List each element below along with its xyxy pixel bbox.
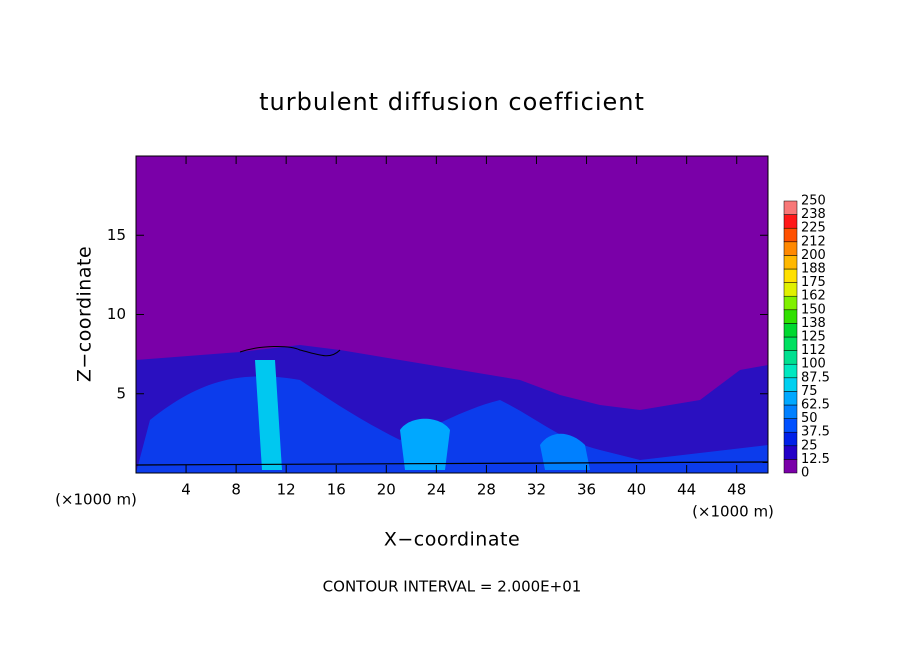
colorbar-label: 100	[801, 357, 826, 372]
colorbar-label: 212	[801, 234, 826, 249]
colorbar-label: 188	[801, 262, 826, 277]
x-tick-label: 28	[477, 481, 496, 499]
y-tick-label: 10	[107, 305, 126, 323]
contour-line	[239, 346, 341, 357]
colorbar-swatch	[783, 295, 798, 311]
x-unit-label: (×1000 m)	[55, 491, 137, 509]
x-tick-label: 8	[231, 481, 241, 499]
colorbar-label: 162	[801, 289, 826, 304]
x-tick-label: 32	[527, 481, 546, 499]
colorbar-label: 62.5	[801, 398, 830, 413]
colorbar-label: 50	[801, 411, 818, 426]
x-tick-label: 36	[577, 481, 596, 499]
y-tick-label: 5	[116, 384, 126, 402]
x-tick-label: 24	[427, 481, 446, 499]
colorbar-label: 125	[801, 330, 826, 345]
colorbar-swatch	[783, 241, 798, 256]
colorbar-swatch	[783, 459, 798, 474]
colorbar-label: 250	[801, 194, 826, 209]
x-tick-label: 48	[727, 481, 746, 499]
x-axis-label: X−coordinate	[384, 529, 520, 551]
colorbar-label: 0	[801, 466, 809, 481]
colorbar-swatch	[783, 255, 798, 270]
colorbar-label: 25	[801, 438, 818, 453]
colorbar-label: 12.5	[801, 452, 830, 467]
colorbar-label: 200	[801, 248, 826, 263]
colorbar-swatch	[783, 227, 798, 243]
y-tick-label: 15	[107, 226, 126, 244]
colorbar-swatch	[783, 282, 798, 297]
contour-note: CONTOUR INTERVAL = 2.000E+01	[323, 578, 582, 596]
colorbar-label: 138	[801, 316, 826, 331]
chart-title: turbulent diffusion coefficient	[259, 88, 645, 116]
x-tick-label: 40	[627, 481, 646, 499]
colorbar-swatch	[783, 391, 798, 406]
x-tick-label: 4	[181, 481, 191, 499]
colorbar-swatch	[783, 323, 798, 338]
colorbar-swatch	[783, 350, 798, 365]
colorbar-label: 150	[801, 302, 826, 317]
colorbar-label: 175	[801, 275, 826, 290]
x-unit-label: (×1000 m)	[692, 503, 774, 521]
colorbar-swatch	[783, 363, 798, 379]
contour-line	[135, 461, 769, 466]
colorbar-label: 225	[801, 221, 826, 236]
field	[135, 156, 769, 473]
colorbar-swatch	[783, 431, 798, 447]
colorbar-label: 75	[801, 384, 818, 399]
colorbar-swatch	[783, 418, 798, 433]
colorbar-swatch	[783, 336, 798, 351]
colorbar-swatch	[783, 309, 798, 324]
y-axis-label: Z−coordinate	[74, 246, 96, 382]
colorbar-swatch	[783, 377, 798, 392]
colorbar-swatch	[783, 268, 798, 283]
colorbar-swatch	[783, 214, 798, 229]
colorbar-swatch	[783, 404, 798, 419]
field-region	[400, 418, 450, 470]
x-tick-label: 20	[377, 481, 396, 499]
colorbar-label: 87.5	[801, 370, 830, 385]
x-tick-label: 12	[277, 481, 296, 499]
field-region	[540, 433, 590, 470]
field-region	[255, 360, 282, 470]
colorbar-label: 238	[801, 207, 826, 222]
colorbar-label: 37.5	[801, 425, 830, 440]
x-tick-label: 16	[327, 481, 346, 499]
colorbar-swatch	[783, 445, 798, 460]
colorbar-swatch	[783, 200, 798, 215]
x-tick-label: 44	[677, 481, 696, 499]
field-region	[136, 376, 768, 473]
colorbar-label: 112	[801, 343, 826, 358]
